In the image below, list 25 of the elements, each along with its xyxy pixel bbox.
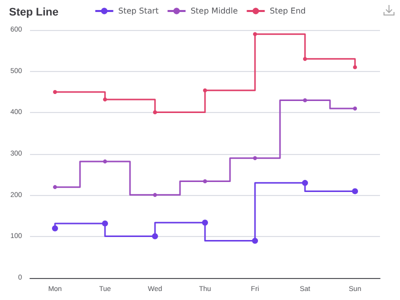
point xyxy=(52,225,58,232)
point xyxy=(103,97,107,102)
point xyxy=(203,88,207,92)
chart-title: Step Line xyxy=(9,6,59,18)
point xyxy=(202,220,208,226)
point xyxy=(252,238,258,244)
point xyxy=(353,106,357,111)
point xyxy=(53,185,57,190)
point xyxy=(203,179,207,184)
point xyxy=(153,192,157,197)
point xyxy=(102,220,108,226)
point xyxy=(153,110,157,114)
legend-label: Step Start xyxy=(118,6,159,16)
legend-label: Step End xyxy=(270,6,306,16)
point xyxy=(303,98,307,102)
point xyxy=(353,65,357,70)
point xyxy=(253,32,257,36)
point xyxy=(152,233,158,240)
legend-label: Step Middle xyxy=(190,6,238,16)
point xyxy=(302,180,308,186)
point xyxy=(253,156,257,160)
point xyxy=(303,56,307,61)
point xyxy=(103,159,107,164)
point xyxy=(352,188,358,194)
point xyxy=(53,90,57,94)
